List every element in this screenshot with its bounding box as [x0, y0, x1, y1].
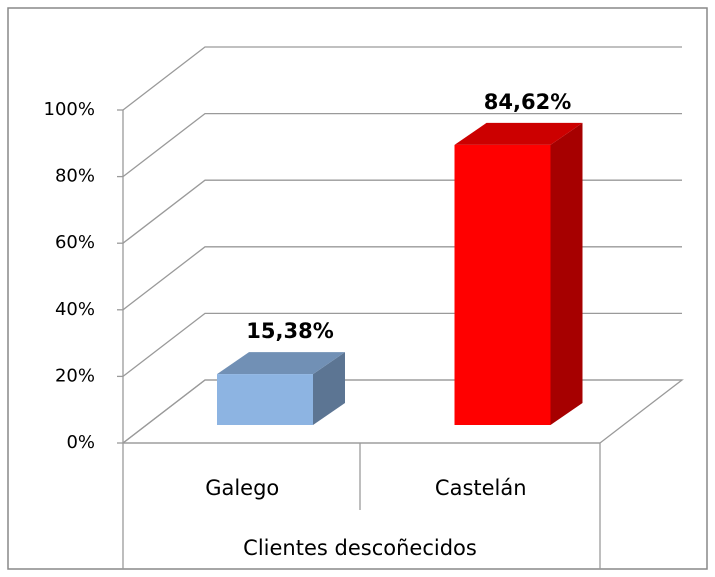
bar-top: [454, 122, 583, 145]
bar: [454, 144, 551, 425]
x-tick-label: Galego: [205, 476, 279, 500]
data-label: 15,38%: [246, 319, 333, 343]
bar-side: [313, 352, 345, 425]
x-tick-label: Castelán: [435, 476, 527, 500]
bar-top: [217, 352, 345, 375]
y-tick-label: 40%: [55, 299, 95, 320]
bar-side: [550, 122, 583, 425]
grid-line: [122, 112, 682, 178]
y-tick-label: 20%: [55, 365, 95, 386]
x-axis-title: Clientes descoñecidos: [243, 536, 477, 560]
y-tick-label: 0%: [66, 432, 95, 453]
bar: [217, 374, 313, 425]
y-tick-label: 100%: [44, 99, 95, 120]
y-tick-label: 60%: [55, 232, 95, 253]
data-label: 84,62%: [484, 90, 571, 114]
chart-border: [7, 7, 708, 570]
grid-line: [122, 46, 682, 111]
y-tick-label: 80%: [55, 166, 95, 187]
